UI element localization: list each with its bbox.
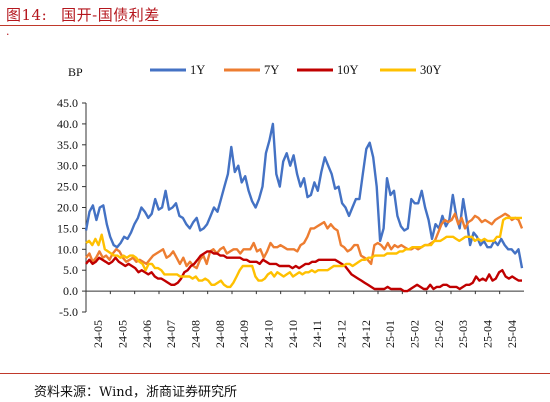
figure-title-text: 国开-国债利差 — [61, 6, 160, 24]
x-tick-label: 24-12 — [359, 320, 373, 348]
legend-label-10y: 10Y — [337, 63, 359, 77]
y-tick-label: 30.0 — [57, 159, 78, 173]
legend-label-30y: 30Y — [420, 63, 442, 77]
y-tick-label: 0.0 — [63, 284, 78, 298]
chart-legend: 1Y 7Y 10Y 30Y — [150, 63, 442, 77]
x-axis: 24-05 24-05 24-06 24-07 24-08 24-08 24-09 24-10… — [85, 290, 524, 348]
figure-number: 图14: — [6, 6, 48, 24]
y-tick-label: 45.0 — [57, 96, 78, 110]
y-tick-label: 25.0 — [57, 180, 78, 194]
x-tick-label: 24-06 — [140, 320, 154, 348]
y-tick-label: 35.0 — [57, 138, 78, 152]
x-tick-label: 24-07 — [164, 320, 178, 348]
y-axis-label: BP — [68, 65, 83, 79]
y-tick-label: 5.0 — [63, 263, 78, 277]
legend-label-7y: 7Y — [264, 63, 279, 77]
series-line-7y — [85, 212, 524, 270]
legend-label-1y: 1Y — [190, 63, 205, 77]
title-dot: · — [6, 28, 10, 41]
x-tick-label: 24-08 — [213, 320, 227, 348]
x-tick-label: 24-08 — [189, 320, 203, 348]
figure-title: 图14: 国开-国债利差 — [6, 4, 160, 25]
x-tick-label: 24-05 — [116, 320, 130, 348]
y-tick-label: 20.0 — [57, 201, 78, 215]
x-tick-label: 24-09 — [237, 320, 251, 348]
x-tick-label: 24-05 — [91, 320, 105, 348]
series-line-30y — [85, 216, 522, 289]
x-tick-label: 24-11 — [310, 320, 324, 348]
x-tick-label: 24-10 — [286, 320, 300, 348]
x-tick-label: 25-04 — [481, 320, 495, 348]
title-rule — [0, 25, 550, 26]
series-lines — [84, 122, 524, 293]
series-line-10y — [85, 250, 522, 293]
y-tick-label: -5.0 — [59, 305, 78, 319]
source-note: 资料来源：Wind，浙商证券研究所 — [34, 385, 237, 400]
series-line-1y — [84, 122, 524, 269]
footer-rule — [0, 373, 550, 374]
x-tick-label: 24-12 — [335, 320, 349, 348]
y-tick-label: 10.0 — [57, 242, 78, 256]
x-tick-label: 25-02 — [408, 320, 422, 348]
y-tick-label: 15.0 — [57, 221, 78, 235]
x-tick-label: 24-10 — [262, 320, 276, 348]
x-tick-label: 25-04 — [505, 320, 519, 348]
x-tick-label: 25-02 — [432, 320, 446, 348]
y-tick-label: 40.0 — [57, 117, 78, 131]
x-tick-label: 25-01 — [383, 320, 397, 348]
y-axis: -5.0 0.0 5.0 10.0 15.0 20.0 25.0 30.0 35.0 40.0 45… — [57, 96, 87, 319]
x-tick-label: 25-03 — [456, 320, 470, 348]
